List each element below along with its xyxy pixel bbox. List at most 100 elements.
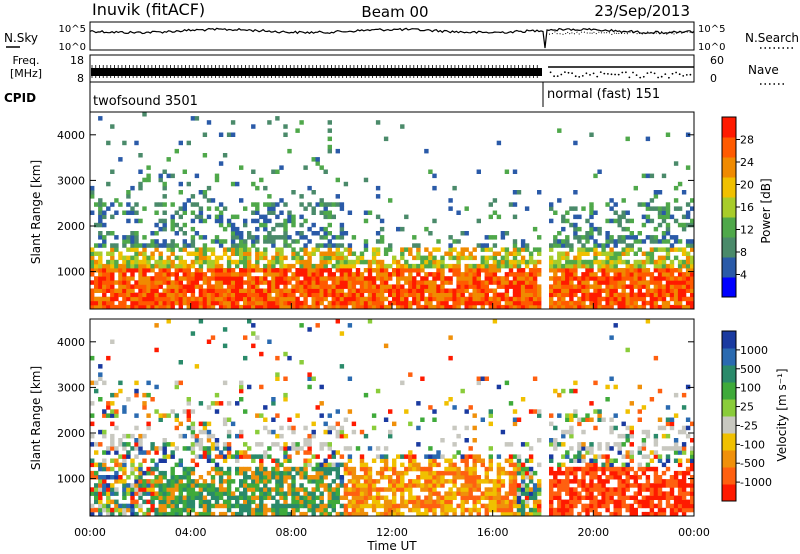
velocity-cell — [436, 483, 441, 488]
velocity-cell — [633, 483, 638, 488]
velocity-cell — [593, 499, 598, 505]
power-cell — [158, 272, 163, 277]
power-cell — [589, 292, 594, 298]
velocity-cell — [508, 442, 514, 447]
velocity-cell — [134, 442, 139, 447]
power-cell — [251, 263, 256, 269]
power-cell — [154, 284, 159, 289]
power-cell — [456, 280, 461, 285]
power-cell — [404, 247, 409, 252]
velocity-cell — [367, 503, 373, 509]
velocity-cell — [170, 503, 175, 509]
velocity-cell — [484, 475, 489, 480]
velocity-cell — [593, 409, 598, 414]
power-cell — [440, 292, 445, 298]
velocity-cell — [335, 462, 340, 468]
velocity-cell — [126, 475, 131, 480]
power-cell — [110, 231, 115, 236]
velocity-cell — [226, 495, 232, 500]
nave-point — [682, 75, 685, 77]
velocity-cell — [565, 429, 570, 435]
velocity-cell — [496, 475, 502, 480]
velocity-cell — [190, 491, 196, 496]
velocity-cell — [214, 446, 220, 451]
velocity-cell — [182, 507, 187, 513]
velocity-cell — [291, 479, 296, 484]
velocity-cell — [243, 470, 248, 476]
power-cell — [90, 263, 95, 269]
nave-point — [581, 75, 584, 77]
velocity-cell — [291, 446, 296, 451]
power-cell — [174, 231, 179, 236]
velocity-cell — [553, 438, 558, 443]
power-cell — [158, 259, 163, 265]
power-cell — [416, 272, 421, 277]
power-cell — [247, 296, 252, 302]
power-cell — [448, 251, 453, 256]
power-cell — [512, 243, 518, 248]
velocity-cell — [210, 466, 216, 472]
power-cell — [98, 300, 103, 306]
velocity-cell — [665, 483, 671, 488]
power-cell — [673, 276, 679, 281]
power-cell — [315, 276, 320, 281]
power-cell — [520, 268, 526, 273]
power-cell — [549, 247, 554, 252]
power-cell — [218, 292, 224, 298]
velocity-cell — [605, 491, 610, 496]
power-cell — [134, 292, 139, 298]
velocity-cell — [174, 495, 179, 500]
velocity-cell — [532, 409, 538, 414]
velocity-cell — [202, 425, 208, 431]
power-cell — [142, 263, 147, 269]
power-cell — [605, 251, 610, 256]
power-cell — [198, 296, 204, 302]
power-cell — [605, 218, 610, 224]
power-cell — [315, 300, 320, 306]
power-cell — [315, 263, 320, 269]
velocity-cell — [577, 458, 582, 463]
velocity-cell — [359, 458, 365, 463]
velocity-cell — [379, 454, 385, 459]
velocity-cell — [118, 507, 123, 513]
velocity-cell — [214, 487, 220, 492]
velocity-cell — [291, 511, 296, 517]
power-cell — [432, 259, 437, 265]
power-cell — [134, 218, 139, 224]
velocity-cell — [323, 442, 328, 447]
velocity-cell — [532, 376, 538, 381]
power-cell — [299, 222, 304, 228]
velocity-cell — [243, 483, 248, 488]
velocity-cell — [283, 446, 288, 451]
velocity-cell — [581, 479, 586, 484]
velocity-cell — [448, 503, 453, 509]
power-cell — [420, 280, 425, 285]
power-cell — [110, 284, 115, 289]
velocity-cell — [363, 503, 369, 509]
power-cell — [516, 259, 522, 265]
velocity-cell — [681, 483, 687, 488]
power-cell — [593, 272, 598, 277]
velocity-cell — [190, 331, 196, 336]
velocity-cell — [408, 450, 413, 455]
power-cell — [396, 280, 401, 285]
velocity-cell — [375, 491, 381, 496]
power-cell — [633, 292, 638, 298]
velocity-cell — [388, 511, 393, 517]
power-cell — [597, 304, 602, 310]
power-cell — [613, 239, 618, 244]
cpid-label: CPID — [4, 91, 36, 105]
power-cell — [255, 284, 260, 289]
power-cell — [661, 259, 667, 265]
power-cell — [673, 239, 679, 244]
velocity-cell — [130, 507, 135, 513]
velocity-cell — [673, 495, 679, 500]
velocity-cell — [420, 487, 425, 492]
power-cell — [122, 268, 127, 273]
velocity-cell — [661, 507, 667, 513]
power-cell — [126, 194, 131, 199]
velocity-cell — [214, 470, 220, 476]
nave-point — [639, 76, 642, 79]
velocity-cell — [416, 499, 421, 505]
power-cell — [90, 300, 95, 306]
